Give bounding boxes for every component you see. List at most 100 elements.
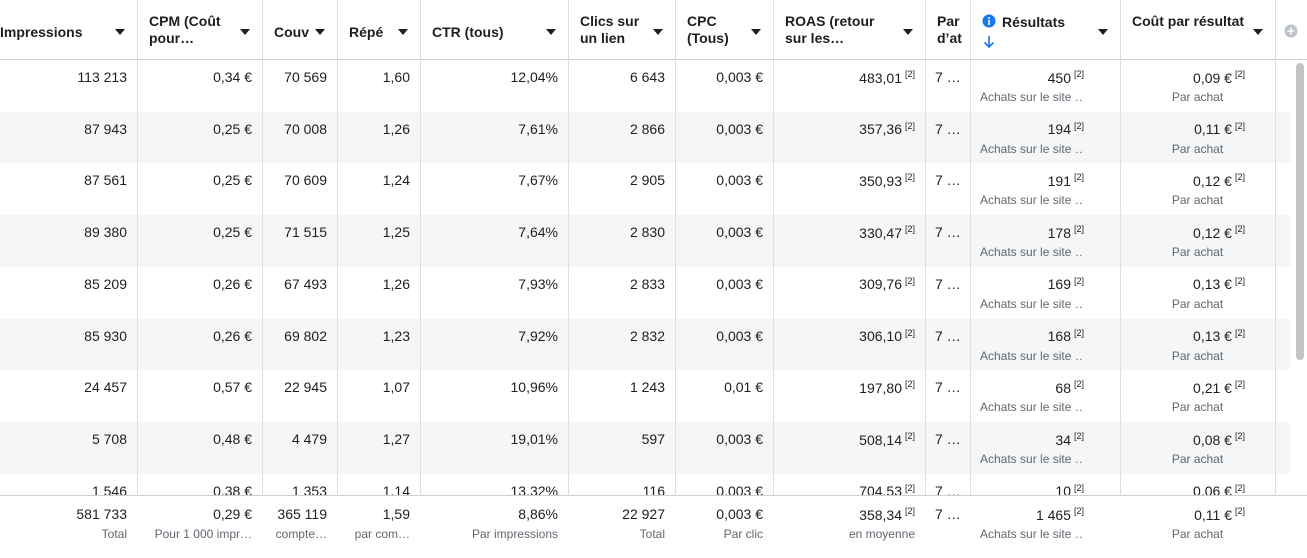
value-text: 4 479 (291, 430, 327, 447)
value-text: 0,003 € (716, 482, 763, 495)
table-row[interactable] (0, 111, 1290, 164)
value-text: 704,53 (859, 483, 902, 495)
column-header[interactable]: Couv (262, 0, 337, 59)
value-text: 85 209 (84, 275, 127, 292)
cell-value: 0,12 € [2] (1120, 172, 1245, 190)
value-text: 71 515 (284, 224, 327, 241)
table-row[interactable] (0, 215, 1290, 268)
cell: 7 … (925, 267, 970, 319)
footnote-marker: [2] (904, 482, 915, 493)
value-text: 8,86% (518, 506, 558, 522)
column-header[interactable]: Par d’at (925, 0, 970, 59)
value-text: 0,12 € (1193, 173, 1232, 190)
cell-value: 2 905 (568, 172, 665, 188)
value-text: 1,26 (382, 275, 410, 292)
header-label: CPC (Tous) (687, 13, 729, 46)
value-text: 0,26 € (213, 275, 252, 292)
cell: 1 243 (568, 370, 675, 422)
value-text: 1,23 (382, 327, 410, 344)
cell-value: 0,38 € (137, 483, 252, 495)
value-text: 0,25 € (213, 172, 252, 189)
value-text: 450 (1047, 69, 1071, 86)
column-divider (773, 0, 774, 558)
table-row[interactable] (0, 266, 1290, 319)
value-text: 70 569 (284, 69, 327, 85)
column-header[interactable]: CPM (Coût pour… (137, 0, 262, 59)
cell-subtext: Total (101, 527, 127, 541)
cell: 1,24 (337, 163, 420, 215)
cell-value: 8,86% (420, 506, 558, 522)
table-row[interactable] (0, 473, 1290, 495)
cell-value: 2 866 (568, 121, 665, 137)
value-text: 0,003 € (716, 430, 763, 447)
cell: 169 [2] Achats sur le site … (970, 267, 1120, 319)
cell-value: 197,80 [2] (773, 379, 915, 396)
column-header[interactable]: Impressions (0, 0, 137, 59)
cell: 0,26 € (137, 319, 262, 371)
column-header[interactable]: Répé (337, 0, 420, 59)
column-header[interactable]: Coût par résultat (1120, 0, 1275, 59)
cell: 10 [2] (970, 474, 1120, 495)
cell-value: 2 832 (568, 328, 665, 344)
cell: 87 561 (0, 163, 137, 215)
cell: 358,34 [2] en moyenne (773, 497, 925, 549)
table-row[interactable] (0, 163, 1290, 216)
value-text: 19,01% (510, 430, 558, 447)
table-row[interactable] (0, 60, 1290, 112)
column-header[interactable]: Résultats (970, 0, 1120, 59)
cell-value: 704,53 [2] (773, 483, 915, 495)
cell: 116 (568, 474, 675, 495)
cell: 0,003 € (675, 474, 773, 495)
cell: 2 833 (568, 267, 675, 319)
cell: 1,25 (337, 215, 420, 267)
column-header[interactable]: CPC (Tous) (675, 0, 773, 59)
cell: 0,003 € (675, 215, 773, 267)
value-text: 2 866 (629, 120, 665, 137)
column-header[interactable]: Clics sur un lien (568, 0, 675, 59)
value-text: 0,003 € (716, 120, 763, 137)
column-header[interactable]: ROAS (retour sur les… (773, 0, 925, 59)
cell: 85 930 (0, 319, 137, 371)
cell-value: 309,76 [2] (773, 276, 915, 293)
cell-value: 1,27 (337, 431, 410, 447)
cell-value: 85 930 (0, 328, 127, 344)
cell-value: 358,34 [2] (773, 506, 915, 523)
value-text: 12,04% (510, 69, 558, 85)
value-text: 7,67% (518, 172, 558, 189)
cell-value: 24 457 (0, 379, 127, 395)
value-text: 0,25 € (213, 120, 252, 137)
cell-subtext: Par achat (1171, 90, 1224, 104)
cell-value: 34 [2] (970, 431, 1084, 448)
cell-value: 0,26 € (137, 328, 252, 344)
cell-value: 7 … (935, 69, 960, 85)
column-divider (337, 0, 338, 558)
column-divider (1120, 0, 1121, 558)
column-header[interactable]: CTR (tous) (420, 0, 568, 59)
cell-subtext: Total (639, 527, 665, 541)
cell-value: 7,67% (420, 172, 558, 188)
table-row[interactable] (0, 370, 1290, 423)
cell-value: 1 243 (568, 379, 665, 395)
footnote-marker: [2] (1234, 172, 1245, 183)
value-text: 350,93 (859, 173, 902, 190)
cell: 197,80 [2] (773, 370, 925, 422)
table-row[interactable] (0, 318, 1290, 371)
cell: 0,003 € Par clic (675, 497, 773, 549)
cell-value: 168 [2] (970, 328, 1084, 345)
header-label: Couv (274, 24, 309, 40)
cell-value: 0,01 € (675, 379, 763, 395)
value-text: 7 … (935, 430, 960, 447)
table-row[interactable] (0, 421, 1290, 474)
value-text: 0,29 € (213, 506, 252, 522)
cell: 7,93% (420, 267, 568, 319)
cell: 508,14 [2] (773, 422, 925, 474)
cell: 581 733 Total (0, 497, 137, 549)
value-text: 581 733 (76, 506, 127, 522)
value-text: 87 561 (84, 172, 127, 189)
cell: 0,003 € (675, 267, 773, 319)
cell-value: 0,11 € [2] (1120, 121, 1245, 138)
cell-value: 69 802 (262, 328, 327, 344)
cell-subtext: par com… (354, 527, 410, 541)
scrollbar[interactable] (1296, 63, 1304, 360)
value-text: 7 … (935, 275, 960, 292)
